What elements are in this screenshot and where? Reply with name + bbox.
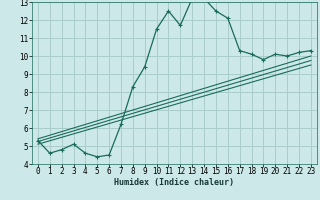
X-axis label: Humidex (Indice chaleur): Humidex (Indice chaleur) [115,178,234,187]
